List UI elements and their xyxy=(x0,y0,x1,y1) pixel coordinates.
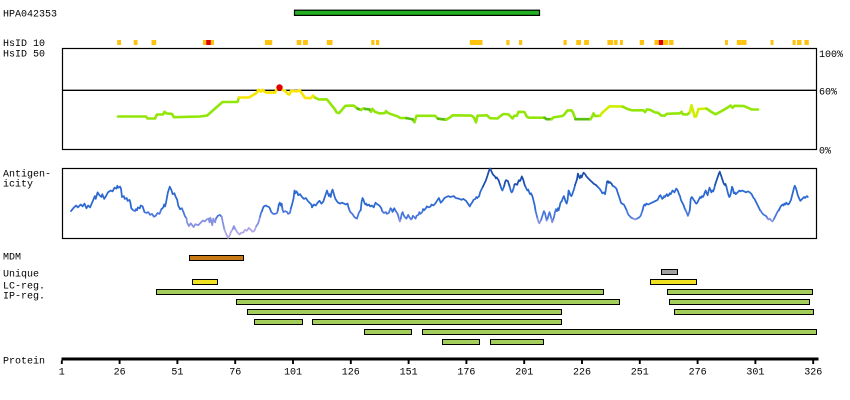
svg-text:101: 101 xyxy=(284,368,302,379)
svg-text:201: 201 xyxy=(515,368,533,379)
svg-text:100%: 100% xyxy=(819,50,843,61)
svg-text:HsID 10: HsID 10 xyxy=(3,39,45,50)
svg-text:0%: 0% xyxy=(819,147,831,158)
svg-text:226: 226 xyxy=(573,368,591,379)
svg-text:26: 26 xyxy=(114,368,126,379)
svg-text:251: 251 xyxy=(631,368,649,379)
svg-text:276: 276 xyxy=(689,368,707,379)
svg-text:IP-reg.: IP-reg. xyxy=(3,292,45,303)
svg-text:76: 76 xyxy=(229,368,241,379)
svg-text:326: 326 xyxy=(804,368,822,379)
svg-text:51: 51 xyxy=(171,368,183,379)
svg-text:MDM: MDM xyxy=(3,253,21,264)
svg-text:176: 176 xyxy=(457,368,475,379)
svg-text:301: 301 xyxy=(746,368,764,379)
svg-text:LC-reg.: LC-reg. xyxy=(3,282,45,293)
svg-text:Protein: Protein xyxy=(3,356,45,368)
svg-text:Unique: Unique xyxy=(3,269,39,281)
svg-text:126: 126 xyxy=(342,368,360,379)
svg-text:1: 1 xyxy=(59,368,65,379)
svg-text:151: 151 xyxy=(400,368,418,379)
svg-text:60%: 60% xyxy=(819,88,837,99)
svg-text:HsID 50: HsID 50 xyxy=(3,50,45,61)
svg-text:Antigen-: Antigen- xyxy=(3,169,51,181)
svg-text:icity: icity xyxy=(3,179,33,191)
svg-text:HPA042353: HPA042353 xyxy=(3,10,57,21)
